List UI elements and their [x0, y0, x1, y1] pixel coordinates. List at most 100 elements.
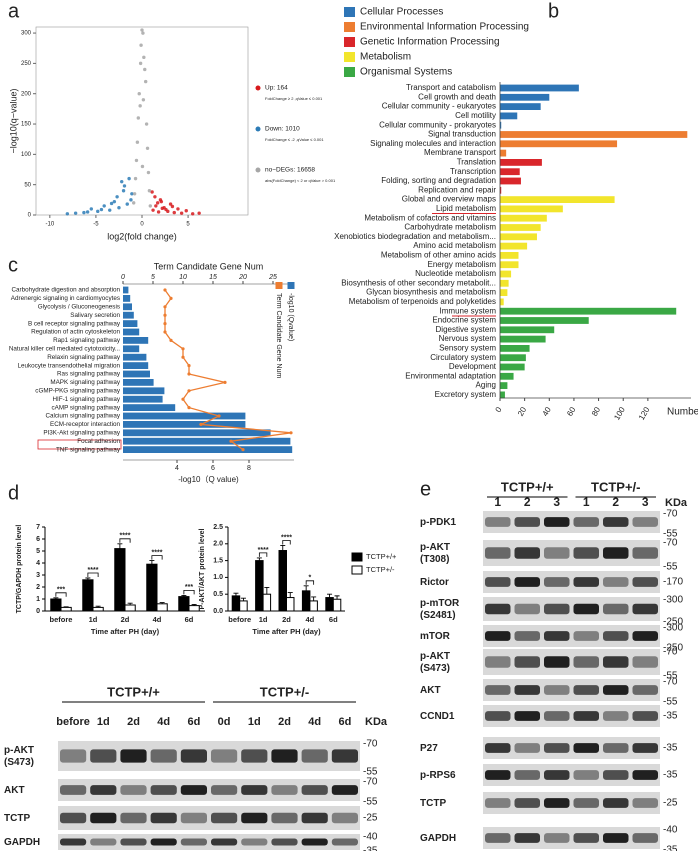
marker-label: -25	[363, 813, 378, 824]
group-label: TCTP+/-	[591, 479, 640, 494]
bar	[123, 328, 140, 336]
line-point	[181, 397, 185, 401]
legend-label: Metabolism	[360, 52, 411, 63]
x-tick-label: 6d	[329, 615, 338, 624]
point	[142, 55, 146, 60]
lane-label: 6d	[338, 716, 351, 728]
line-point	[163, 305, 167, 309]
band	[603, 656, 629, 668]
band	[514, 711, 540, 721]
point	[129, 198, 133, 202]
band	[120, 812, 147, 824]
lane-label: 1	[583, 495, 590, 509]
marker-label: -250	[663, 617, 683, 628]
category-label: Cell motility	[455, 111, 496, 120]
bar	[286, 597, 295, 612]
band	[271, 785, 298, 795]
significance-bracket	[282, 540, 291, 545]
label-line: CCND1	[420, 711, 455, 722]
marker-label: -70	[363, 739, 378, 750]
blot-strip	[483, 511, 660, 533]
point	[154, 204, 158, 208]
y-tick-label: 3	[36, 572, 40, 579]
marker-label: -70	[663, 647, 678, 658]
category-label: Carbohydrate metabolism	[404, 223, 496, 232]
point	[151, 208, 155, 212]
band	[603, 631, 629, 641]
x2-tick-label: 0	[121, 274, 125, 281]
label-line: Rictor	[420, 577, 449, 588]
band	[603, 743, 629, 753]
band	[211, 812, 238, 824]
y-axis-label: TCTP/GAPDH protein level	[16, 525, 23, 614]
line-point	[223, 380, 227, 384]
point	[138, 104, 142, 108]
bar	[500, 159, 542, 166]
band	[603, 685, 629, 695]
y-tick-label: 0.5	[213, 591, 223, 598]
marker-label: -55	[663, 697, 678, 708]
lane-label: 2	[612, 495, 619, 509]
category-label: TNF signaling pathway	[56, 446, 121, 453]
category-label: B cell receptor signaling pathway	[28, 320, 121, 327]
panel-letter: a	[8, 0, 20, 22]
legend-swatch	[344, 22, 355, 32]
y-axis-label: P-AKT/AKT protein level	[199, 529, 206, 610]
band	[60, 785, 87, 795]
point	[155, 201, 160, 205]
band	[90, 785, 117, 795]
y-tick-label: 2.5	[213, 524, 223, 531]
y-tick-label: 100	[21, 152, 32, 158]
band	[514, 603, 540, 615]
label-line: TCTP	[4, 813, 30, 824]
label-line: (T308)	[420, 554, 449, 565]
point	[109, 201, 114, 206]
bar	[123, 395, 163, 403]
x-axis-label: Time after PH (day)	[252, 627, 321, 636]
row-label: p-AKT (S473)	[420, 651, 450, 674]
band	[241, 749, 268, 763]
line-point	[169, 296, 173, 300]
error-bar	[95, 605, 101, 608]
band	[544, 631, 570, 641]
band	[90, 838, 117, 846]
band	[485, 685, 511, 695]
blot-strip	[483, 705, 660, 727]
band	[514, 743, 540, 753]
x-tick-label: 100	[612, 405, 627, 422]
category-label: Metabolism of terpenoids and polyketides	[349, 297, 496, 306]
band	[544, 603, 570, 615]
band	[331, 838, 358, 846]
line-point	[187, 372, 191, 376]
band	[514, 770, 540, 780]
bar	[332, 598, 342, 612]
bar	[500, 335, 546, 343]
row-label: p-AKT (T308)	[420, 542, 450, 565]
significance-label: ****	[258, 547, 269, 554]
band	[180, 812, 207, 824]
x-tick-label: 2d	[282, 615, 291, 624]
y-tick-label: 1.0	[213, 574, 223, 581]
point	[156, 210, 161, 214]
significance-bracket	[258, 552, 268, 557]
point	[125, 202, 129, 206]
bar	[123, 303, 132, 311]
bar	[123, 311, 134, 319]
point	[99, 207, 104, 212]
point	[148, 204, 152, 208]
bar	[500, 345, 530, 352]
band	[514, 656, 540, 668]
point	[102, 204, 106, 208]
category-label: Excretory system	[435, 390, 497, 399]
category-label: HIF-1 signaling pathway	[52, 396, 120, 403]
error-bar	[256, 557, 262, 561]
bar	[500, 168, 520, 176]
category-label: Calcium signaling pathway	[45, 413, 120, 420]
bar	[500, 177, 521, 185]
point	[115, 195, 119, 199]
label-line: (S473)	[420, 663, 450, 674]
panel-letter: d	[8, 482, 19, 504]
line-point	[217, 414, 221, 418]
category-label: Environmental adaptation	[405, 371, 496, 380]
band	[603, 547, 629, 559]
